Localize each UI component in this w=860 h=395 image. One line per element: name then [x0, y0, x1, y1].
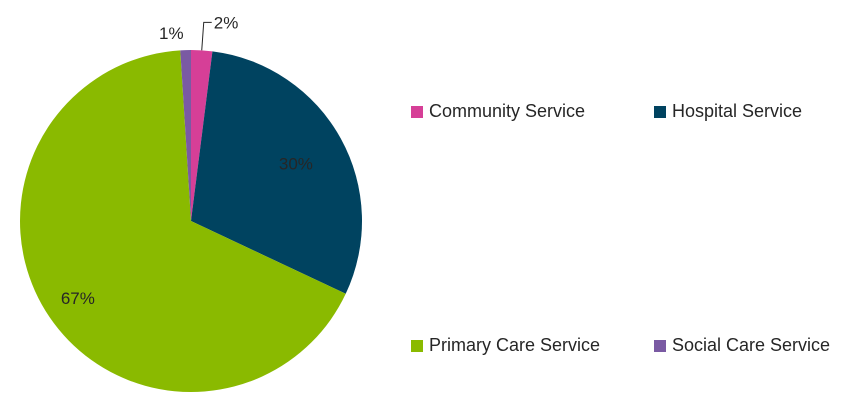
data-labels: 2% 30% 67% 1%	[61, 13, 313, 308]
data-label-hospital-service: 30%	[279, 154, 313, 173]
leader-lines	[201, 21, 212, 51]
leader-line-community-service	[201, 21, 212, 51]
data-label-social-care-service: 1%	[159, 24, 184, 43]
pie-slice-hospital-service	[191, 51, 363, 294]
pie-slice-social-care-service	[180, 50, 191, 221]
data-label-community-service: 2%	[214, 13, 239, 32]
pie-slice-community-service	[191, 50, 213, 221]
pie-slice-primary-care-service	[20, 50, 346, 392]
pie-slices	[20, 50, 363, 392]
data-label-primary-care-service: 67%	[61, 289, 95, 308]
